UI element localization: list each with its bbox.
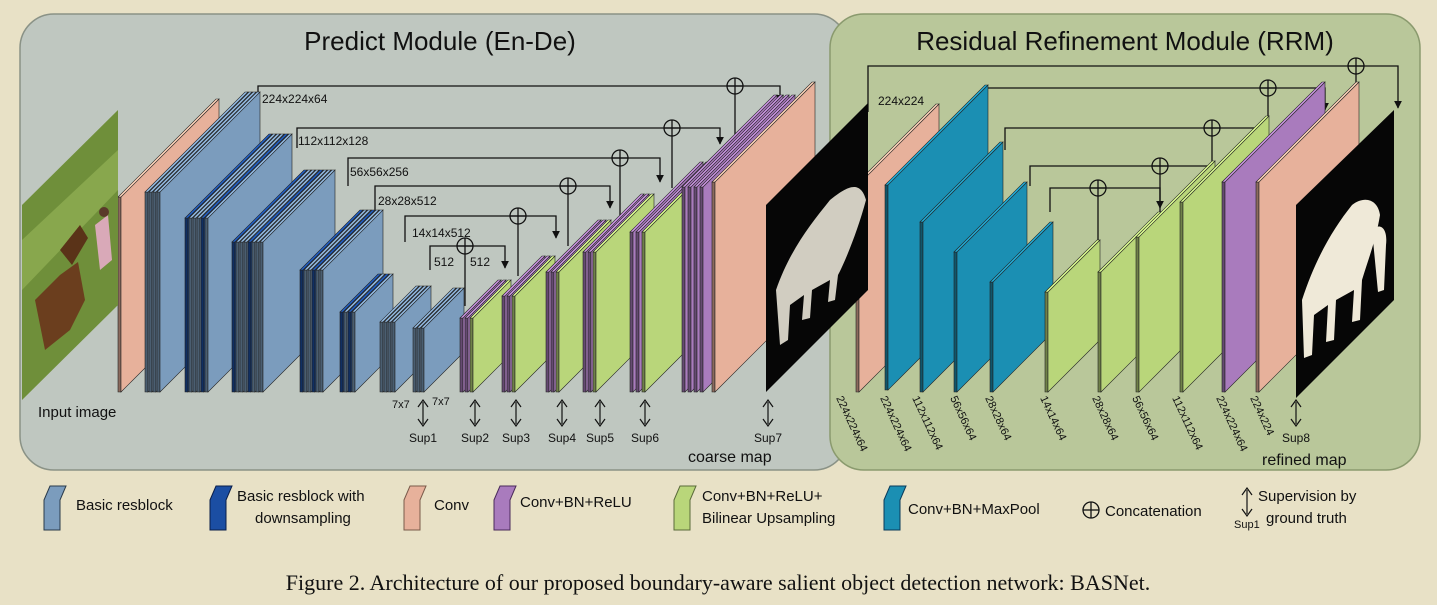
rrm-module-title: Residual Refinement Module (RRM) — [916, 26, 1334, 56]
legend-concatenation-label: Concatenation — [1105, 503, 1202, 520]
legend-supervision-label-2: ground truth — [1266, 510, 1347, 527]
supervision-marker-8: Sup8 — [1282, 398, 1310, 445]
legend-conv-swatch — [403, 485, 427, 531]
kernel-label-b: 7x7 — [432, 396, 450, 408]
supervision-marker-5: Sup5 — [586, 398, 614, 445]
concat-node-4 — [559, 177, 577, 195]
supervision-label-6: Sup6 — [631, 431, 659, 445]
predict-module-title: Predict Module (En-De) — [304, 26, 576, 56]
bridge-resblock-b-3 — [420, 287, 465, 393]
legend-supervision: Sup1 Supervision by ground truth — [1234, 486, 1357, 531]
supervision-markers: Sup1 Sup2 Sup3 Sup4 Sup5 Sup6 Sup7 Sup8 — [409, 398, 1310, 445]
legend-resblock-downsampling-label-1: Basic resblock with — [237, 488, 365, 505]
figure-caption: Figure 2. Architecture of our proposed b… — [286, 570, 1150, 595]
legend-supervision-example: Sup1 — [1234, 519, 1260, 531]
supervision-label-2: Sup2 — [461, 431, 489, 445]
legend-maxpool: Conv+BN+MaxPool — [883, 485, 1040, 531]
supervision-marker-6: Sup6 — [631, 398, 659, 445]
rrm-encoder-4 — [989, 221, 1054, 393]
legend-upsampling-swatch — [673, 485, 697, 531]
supervision-arrow-icon — [1241, 486, 1253, 518]
legend-conv: Conv — [403, 485, 470, 531]
legend-basic-resblock-swatch — [43, 485, 67, 531]
supervision-marker-3: Sup3 — [502, 398, 530, 445]
rrm-concat-node-1 — [1347, 57, 1365, 75]
legend-conv-bn-relu-swatch — [493, 485, 517, 531]
concat-node-3 — [611, 149, 629, 167]
legend-basic-resblock: Basic resblock — [43, 485, 173, 531]
input-image — [22, 110, 118, 400]
decoder-stage5-3 — [511, 255, 556, 393]
rrm-top-size-label: 224x224 — [878, 94, 924, 108]
refined-map-label: refined map — [1262, 452, 1347, 469]
legend-upsampling-label-2: Bilinear Upsampling — [702, 510, 835, 527]
encoder-size-labels: 224x224x64 112x112x128 56x56x256 28x28x512 1… — [262, 92, 490, 269]
encoder-size-label-4: 28x28x512 — [378, 194, 437, 208]
rrm-concat-node-2 — [1259, 79, 1277, 97]
legend-upsampling: Conv+BN+ReLU+ Bilinear Upsampling — [673, 485, 835, 531]
supervision-label-1: Sup1 — [409, 431, 437, 445]
legend-resblock-downsampling: Basic resblock with downsampling — [209, 485, 365, 531]
legend-upsampling-label-1: Conv+BN+ReLU+ — [702, 488, 823, 505]
supervision-label-4: Sup4 — [548, 431, 576, 445]
encoder-size-label-6: 512 — [434, 255, 454, 269]
supervision-marker-2: Sup2 — [461, 398, 489, 445]
concat-node-2 — [663, 119, 681, 137]
legend-resblock-downsampling-label-2: downsampling — [255, 510, 351, 527]
kernel-label-a: 7x7 — [392, 399, 410, 411]
coarse-map-image — [766, 103, 868, 392]
legend-conv-bn-relu-label: Conv+BN+ReLU — [520, 494, 632, 511]
concat-node-1 — [726, 77, 744, 95]
rrm-concat-node-4 — [1151, 157, 1169, 175]
supervision-label-5: Sup5 — [586, 431, 614, 445]
supervision-marker-1: Sup1 — [409, 398, 437, 445]
rrm-bridge — [1044, 239, 1101, 393]
supervision-label-7: Sup7 — [754, 431, 782, 445]
legend: Basic resblock Basic resblock with downs… — [43, 485, 1357, 531]
supervision-marker-7: Sup7 — [754, 398, 782, 445]
coarse-map-label: coarse map — [688, 449, 772, 466]
encoder-size-label-1: 224x224x64 — [262, 92, 328, 106]
rrm-concat-node-3 — [1203, 119, 1221, 137]
legend-concatenation: Concatenation — [1082, 501, 1202, 520]
refined-map-image — [1296, 110, 1394, 398]
supervision-label-3: Sup3 — [502, 431, 530, 445]
legend-conv-bn-relu: Conv+BN+ReLU — [493, 485, 632, 531]
rrm-concat-node-5 — [1089, 179, 1107, 197]
layer-slabs — [117, 81, 1360, 393]
legend-supervision-label-1: Supervision by — [1258, 488, 1357, 505]
encoder-size-label-7: 512 — [470, 255, 490, 269]
concat-node-6 — [456, 237, 474, 255]
decoder-stage6-3 — [469, 279, 512, 393]
concat-node-5 — [509, 207, 527, 225]
supervision-marker-4: Sup4 — [548, 398, 576, 445]
input-image-label: Input image — [38, 404, 116, 421]
supervision-label-8: Sup8 — [1282, 431, 1310, 445]
legend-resblock-downsampling-swatch — [209, 485, 233, 531]
legend-conv-label: Conv — [434, 497, 470, 514]
legend-maxpool-label: Conv+BN+MaxPool — [908, 501, 1040, 518]
concatenation-icon — [1082, 501, 1100, 519]
encoder-size-label-3: 56x56x256 — [350, 165, 409, 179]
legend-maxpool-swatch — [883, 485, 907, 531]
legend-basic-resblock-label: Basic resblock — [76, 497, 173, 514]
encoder-size-label-2: 112x112x128 — [298, 134, 369, 148]
encoder-size-label-5: 14x14x512 — [412, 226, 471, 240]
